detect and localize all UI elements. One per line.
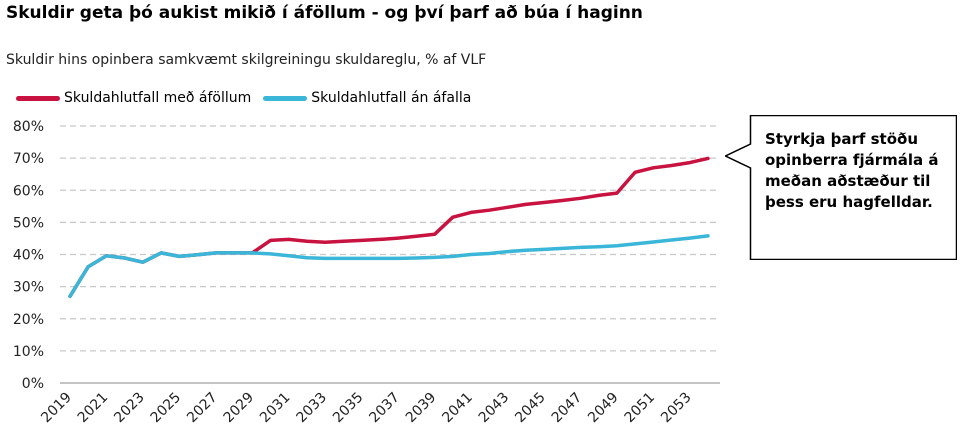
y-tick-label: 70% [13, 151, 44, 167]
y-tick-label: 10% [13, 344, 44, 360]
y-tick-label: 80% [13, 119, 44, 135]
series-line-1 [68, 156, 710, 299]
y-tick-label: 40% [13, 248, 44, 264]
x-tick-label: 2021 [75, 390, 112, 427]
x-tick-label: 2037 [366, 390, 403, 427]
y-tick-label: 60% [13, 183, 44, 199]
x-tick-label: 2053 [658, 390, 695, 427]
chart-subtitle: Skuldir hins opinbera samkvæmt skilgrein… [6, 52, 487, 68]
x-tick-label: 2035 [330, 390, 367, 427]
x-tick-label: 2047 [549, 390, 586, 427]
series-line-2 [68, 234, 710, 299]
x-tick-label: 2043 [476, 390, 513, 427]
x-tick-label: 2033 [294, 390, 331, 427]
chart-title: Skuldir geta þó aukist mikið í áföllum -… [6, 3, 643, 23]
x-tick-label: 2023 [111, 390, 148, 427]
x-tick-label: 2025 [148, 390, 185, 427]
y-tick-label: 20% [13, 312, 44, 328]
x-tick-label: 2019 [38, 390, 75, 427]
legend-item-series-2: Skuldahlutfall án áfalla [263, 90, 471, 106]
callout-box: Styrkja þarf stöðu opinberra fjármála á … [725, 115, 957, 260]
legend-label-series-2: Skuldahlutfall án áfalla [311, 90, 472, 106]
y-tick-label: 30% [13, 280, 44, 296]
x-tick-label: 2051 [622, 390, 659, 427]
x-tick-label: 2029 [221, 390, 258, 427]
legend-swatch-series-1 [16, 95, 60, 101]
callout-shape [725, 115, 957, 260]
x-tick-label: 2049 [585, 390, 622, 427]
x-tick-label: 2027 [184, 390, 221, 427]
callout-text: Styrkja þarf stöðu opinberra fjármála á … [765, 130, 939, 211]
x-tick-label: 2045 [512, 390, 549, 427]
x-tick-label: 2039 [403, 390, 440, 427]
x-tick-label: 2031 [257, 390, 294, 427]
y-tick-label: 0% [22, 376, 44, 392]
legend-item-series-1: Skuldahlutfall með áföllum [16, 90, 251, 106]
legend-swatch-series-2 [263, 95, 308, 101]
x-tick-label: 2041 [439, 390, 476, 427]
y-tick-label: 50% [13, 215, 44, 231]
legend: Skuldahlutfall með áföllum Skuldahlutfal… [16, 88, 483, 108]
legend-label-series-1: Skuldahlutfall með áföllum [64, 90, 252, 106]
